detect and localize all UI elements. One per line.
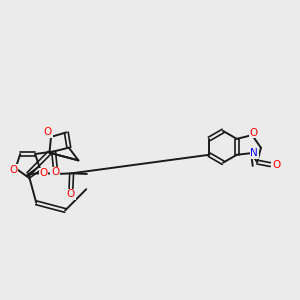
Text: O: O <box>51 167 59 177</box>
Text: O: O <box>9 165 17 175</box>
Text: N: N <box>250 148 258 158</box>
Text: O: O <box>250 128 258 137</box>
Text: O: O <box>44 128 52 137</box>
Text: O: O <box>40 168 48 178</box>
Text: O: O <box>67 189 75 199</box>
Text: O: O <box>272 160 280 170</box>
